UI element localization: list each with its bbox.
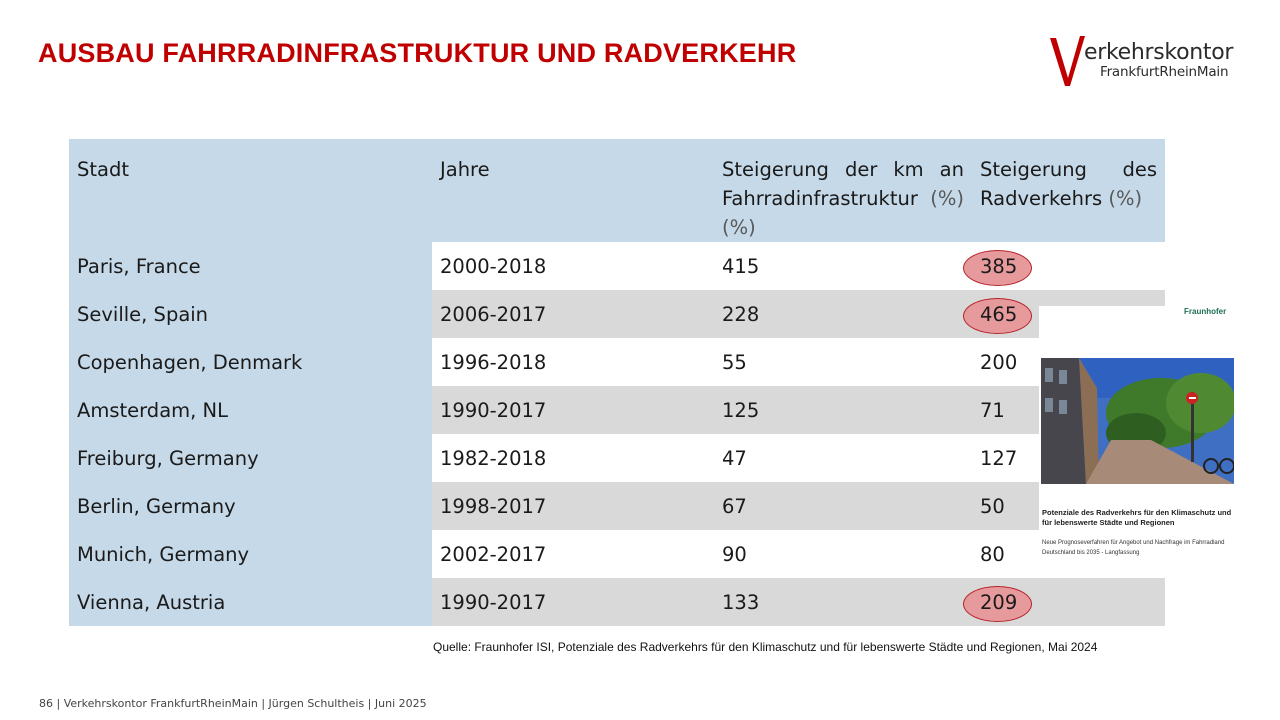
cell-city: Freiburg, Germany <box>69 434 432 482</box>
fraunhofer-logo: Fraunhofer <box>1184 307 1227 316</box>
header-traffic-line2-text: Radverkehrs <box>980 187 1103 210</box>
header-infra-line3: (%) <box>722 216 756 239</box>
cell-city: Vienna, Austria <box>69 578 432 626</box>
highlight-circle: 465 <box>962 297 1033 334</box>
table-row: Seville, Spain 2006-2017 228 465 <box>69 290 1165 338</box>
cell-traffic-value: 465 <box>980 302 1018 326</box>
logo-text-main: erkehrskontor <box>1084 40 1234 65</box>
cell-years: 1996-2018 <box>432 338 714 386</box>
report-subtitle: Neue Prognoseverfahren für Angebot und N… <box>1042 540 1225 556</box>
cell-traffic: 385 <box>962 242 1165 290</box>
table-row: Berlin, Germany 1998-2017 67 50 <box>69 482 1165 530</box>
cell-years: 2002-2017 <box>432 530 714 578</box>
highlight-circle: 209 <box>962 585 1033 622</box>
logo-text-sub: FrankfurtRheinMain <box>1100 64 1229 80</box>
cell-years: 1982-2018 <box>432 434 714 482</box>
report-title: Potenziale des Radverkehrs für den Klima… <box>1042 508 1232 527</box>
table-body: Paris, France 2000-2018 415 385 Seville,… <box>69 242 1165 626</box>
header-infra-line2-unit: (%) <box>930 187 964 210</box>
street-photo <box>1041 358 1234 484</box>
street-photo-image <box>1041 358 1234 484</box>
header-city: Stadt <box>69 139 432 242</box>
header-traffic: Steigerung des Radverkehrs (%) <box>972 139 1165 242</box>
header-infra-line1: Steigerung der km an <box>722 158 964 181</box>
cell-years: 2000-2018 <box>432 242 714 290</box>
cell-city: Paris, France <box>69 242 432 290</box>
table-row: Munich, Germany 2002-2017 90 80 <box>69 530 1165 578</box>
verkehrskontor-logo: erkehrskontor FrankfurtRheinMain <box>1048 34 1248 90</box>
cell-traffic-value: 385 <box>980 254 1018 278</box>
header-traffic-line2-unit: (%) <box>1108 187 1143 210</box>
cell-city: Berlin, Germany <box>69 482 432 530</box>
report-cover: Fraunhofer Potenziale des Radverkehrs fü… <box>1039 306 1238 566</box>
slide-footer: 86 | Verkehrskontor FrankfurtRheinMain |… <box>39 697 427 710</box>
cell-infra: 90 <box>714 530 972 578</box>
header-traffic-line2: Radverkehrs (%) <box>980 184 1157 213</box>
cell-city: Seville, Spain <box>69 290 432 338</box>
cell-city: Amsterdam, NL <box>69 386 432 434</box>
cycling-table: Stadt Jahre Steigerung der km an Fahrrad… <box>69 139 1165 626</box>
header-infra-line2-text: Fahrradinfrastruktur <box>722 187 918 210</box>
slide-title: AUSBAU FAHRRADINFRASTRUKTUR UND RADVERKE… <box>38 38 797 68</box>
header-infra: Steigerung der km an Fahrradinfrastruktu… <box>714 139 972 242</box>
cell-years: 1998-2017 <box>432 482 714 530</box>
table-row: Paris, France 2000-2018 415 385 <box>69 242 1165 290</box>
highlight-circle: 385 <box>962 249 1033 286</box>
cell-city: Munich, Germany <box>69 530 432 578</box>
cell-years: 2006-2017 <box>432 290 714 338</box>
table-row: Copenhagen, Denmark 1996-2018 55 200 <box>69 338 1165 386</box>
header-infra-line2: Fahrradinfrastruktur (%) <box>722 184 964 213</box>
table-header-row: Stadt Jahre Steigerung der km an Fahrrad… <box>69 139 1165 242</box>
cell-infra: 55 <box>714 338 972 386</box>
cell-city: Copenhagen, Denmark <box>69 338 432 386</box>
header-traffic-line1: Steigerung des <box>980 158 1157 181</box>
cell-years: 1990-2017 <box>432 578 714 626</box>
cell-traffic-value: 209 <box>980 590 1018 614</box>
table-row: Amsterdam, NL 1990-2017 125 71 <box>69 386 1165 434</box>
header-years: Jahre <box>432 139 714 242</box>
cell-infra: 125 <box>714 386 972 434</box>
table-row: Freiburg, Germany 1982-2018 47 127 <box>69 434 1165 482</box>
cell-infra: 67 <box>714 482 972 530</box>
cell-traffic: 209 <box>962 578 1165 626</box>
cell-infra: 47 <box>714 434 972 482</box>
cell-infra: 133 <box>714 578 972 626</box>
table-row: Vienna, Austria 1990-2017 133 209 <box>69 578 1165 626</box>
cell-infra: 228 <box>714 290 972 338</box>
logo-v-mark <box>1050 36 1085 86</box>
cell-years: 1990-2017 <box>432 386 714 434</box>
source-note: Quelle: Fraunhofer ISI, Potenziale des R… <box>433 640 1098 654</box>
cell-infra: 415 <box>714 242 972 290</box>
